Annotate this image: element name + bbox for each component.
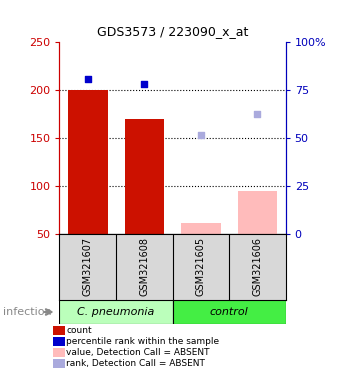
Text: GSM321606: GSM321606	[252, 237, 262, 296]
Text: GSM321605: GSM321605	[196, 237, 206, 296]
Text: GSM321608: GSM321608	[139, 237, 149, 296]
Bar	[181, 223, 221, 234]
Bar	[173, 300, 286, 324]
Text: GSM321607: GSM321607	[83, 237, 93, 296]
Point	[255, 111, 260, 118]
Point	[141, 81, 147, 88]
Point	[85, 76, 90, 82]
Text: value, Detection Call = ABSENT: value, Detection Call = ABSENT	[66, 348, 210, 357]
Bar	[238, 191, 277, 234]
Point	[198, 132, 204, 139]
Text: control: control	[210, 307, 249, 317]
Text: count: count	[66, 326, 92, 335]
Bar	[124, 119, 164, 234]
Text: infection: infection	[3, 307, 52, 317]
Text: C. pneumonia: C. pneumonia	[77, 307, 155, 317]
Title: GDS3573 / 223090_x_at: GDS3573 / 223090_x_at	[97, 25, 248, 38]
Bar	[68, 90, 107, 234]
Bar	[59, 300, 173, 324]
Text: rank, Detection Call = ABSENT: rank, Detection Call = ABSENT	[66, 359, 205, 368]
Text: percentile rank within the sample: percentile rank within the sample	[66, 337, 219, 346]
